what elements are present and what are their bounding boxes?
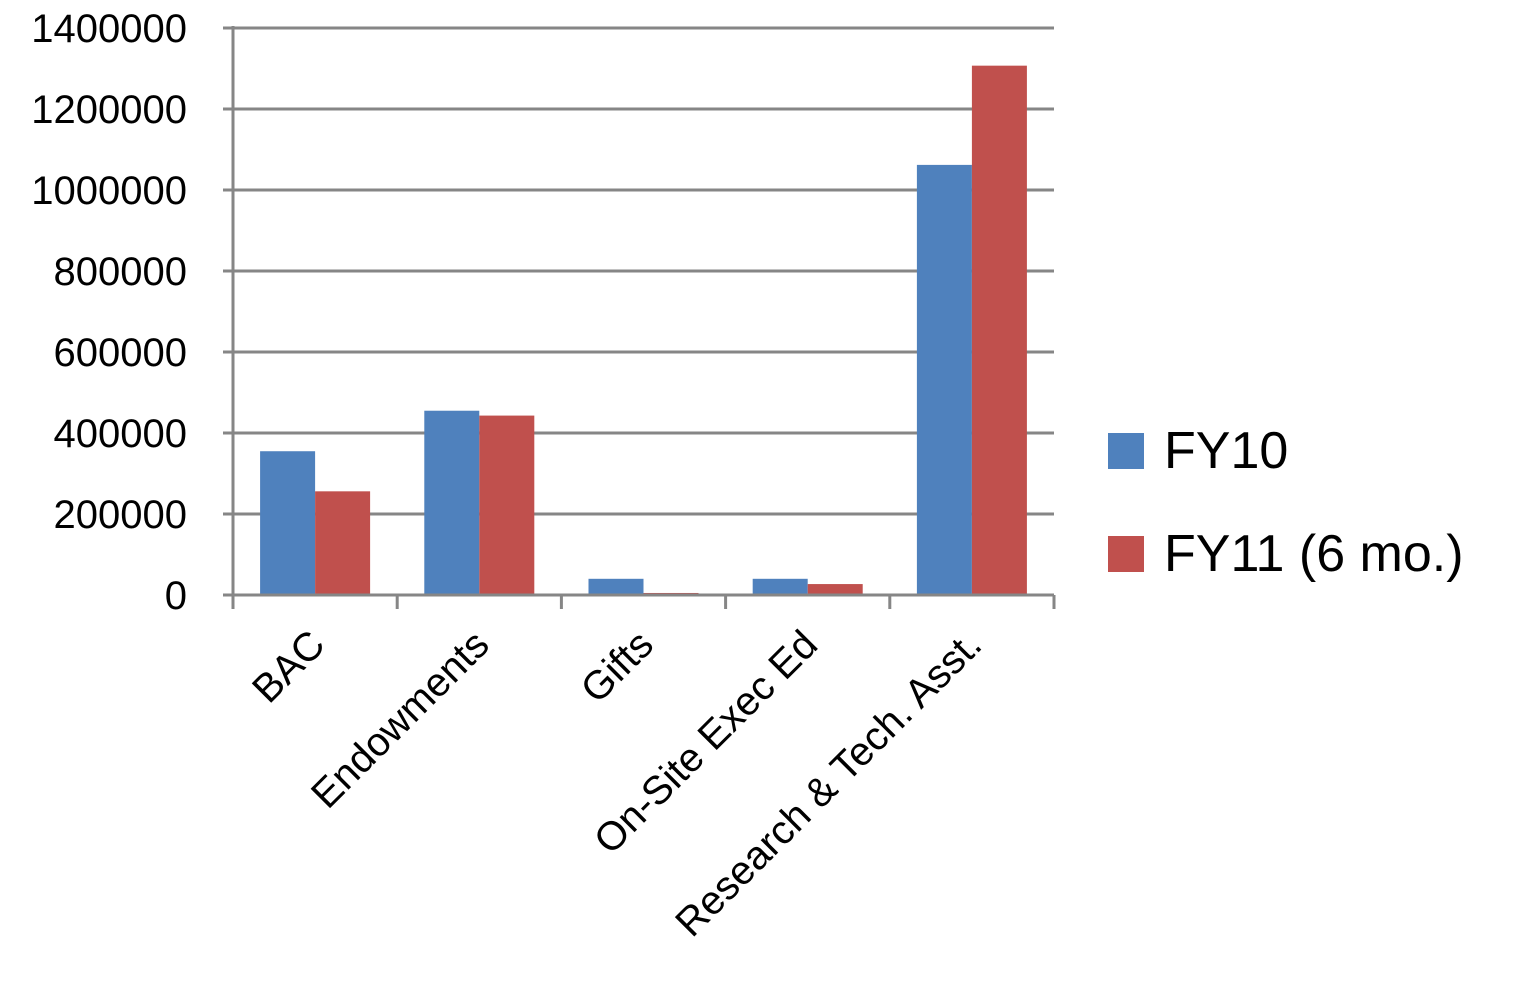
x-category-label: Research & Tech. Asst. bbox=[667, 622, 990, 945]
legend-swatch bbox=[1108, 433, 1144, 469]
y-tick-label: 200000 bbox=[54, 493, 187, 537]
legend: FY10 FY11 (6 mo.) bbox=[1108, 422, 1464, 583]
bar bbox=[479, 415, 535, 595]
axes bbox=[223, 26, 1056, 609]
x-category-label: BAC bbox=[244, 622, 333, 711]
bar bbox=[260, 451, 316, 595]
bar bbox=[588, 578, 644, 595]
legend-label: FY10 bbox=[1164, 422, 1288, 480]
bar bbox=[971, 65, 1027, 596]
y-tick-label: 600000 bbox=[54, 331, 187, 375]
legend-label: FY11 (6 mo.) bbox=[1164, 525, 1464, 583]
bar bbox=[424, 410, 480, 595]
gridlines bbox=[233, 26, 1054, 516]
y-tick-label: 1000000 bbox=[31, 169, 187, 213]
bars bbox=[260, 65, 1027, 596]
bar bbox=[807, 584, 863, 595]
bar bbox=[315, 491, 371, 595]
y-tick-label: 400000 bbox=[54, 412, 187, 456]
y-axis-tick-labels: 0 200000 400000 600000 800000 1000000 1200000 1… bbox=[31, 7, 187, 618]
bar bbox=[752, 578, 808, 595]
x-category-label: Gifts bbox=[573, 622, 662, 711]
y-tick-label: 1200000 bbox=[31, 88, 187, 132]
bar bbox=[916, 164, 972, 595]
y-tick-label: 1400000 bbox=[31, 7, 187, 51]
legend-swatch bbox=[1108, 536, 1144, 572]
y-tick-label: 0 bbox=[165, 574, 187, 618]
y-tick-label: 800000 bbox=[54, 250, 187, 294]
x-category-label: Endowments bbox=[303, 622, 498, 817]
